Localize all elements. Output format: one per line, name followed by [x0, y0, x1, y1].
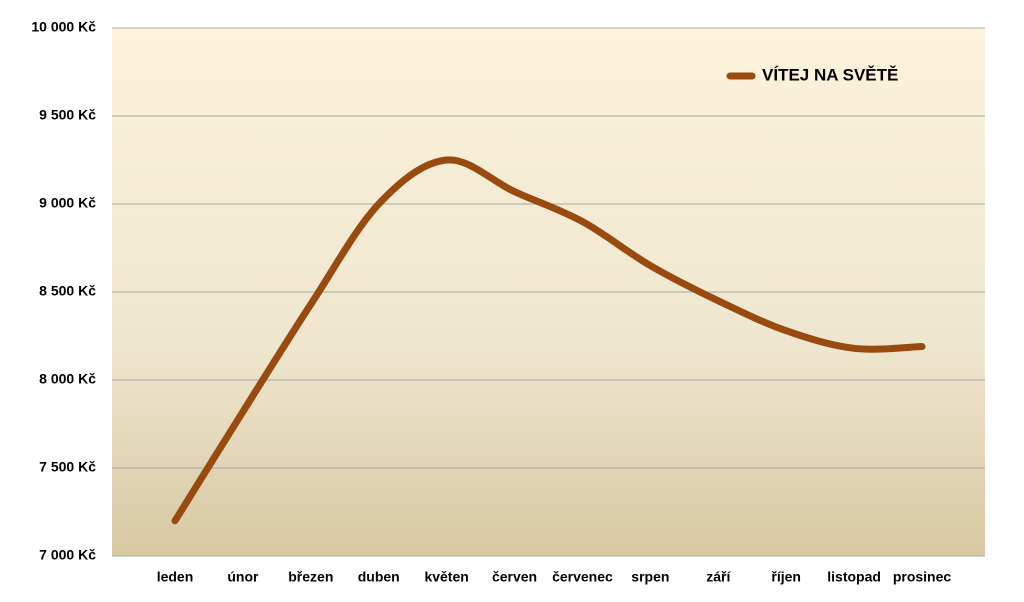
- x-tick-label: říjen: [771, 569, 801, 585]
- x-tick-label: prosinec: [893, 569, 952, 585]
- y-tick-label: 8 500 Kč: [39, 283, 96, 299]
- x-tick-label: září: [706, 569, 731, 585]
- y-tick-label: 10 000 Kč: [31, 19, 96, 35]
- y-tick-label: 9 500 Kč: [39, 107, 96, 123]
- x-tick-label: červenec: [552, 569, 613, 585]
- x-tick-label: leden: [157, 569, 194, 585]
- x-tick-label: březen: [288, 569, 333, 585]
- legend-label: VÍTEJ NA SVĚTĚ: [762, 65, 898, 84]
- x-tick-label: květen: [424, 569, 468, 585]
- x-tick-label: únor: [227, 569, 259, 585]
- x-tick-label: červen: [492, 569, 537, 585]
- line: [171, 156, 926, 525]
- y-tick-label: 7 500 Kč: [39, 459, 96, 475]
- x-tick-label: srpen: [631, 569, 669, 585]
- y-tick-label: 7 000 Kč: [39, 547, 96, 563]
- x-tick-label: duben: [358, 569, 400, 585]
- y-tick-label: 9 000 Kč: [39, 195, 96, 211]
- y-tick-label: 8 000 Kč: [39, 371, 96, 387]
- x-tick-label: listopad: [827, 569, 881, 585]
